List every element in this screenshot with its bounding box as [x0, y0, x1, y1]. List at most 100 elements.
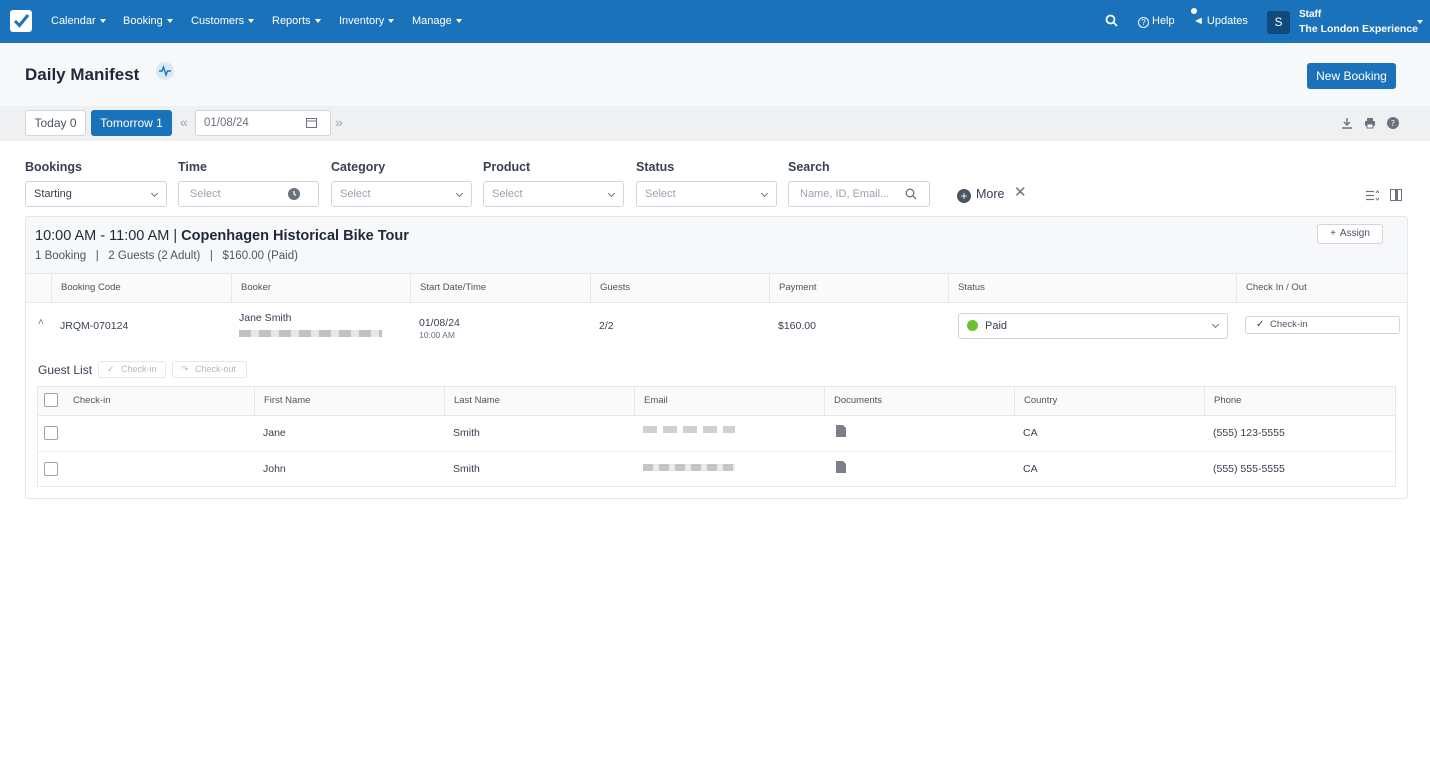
tour-card: 10:00 AM - 11:00 AM | Copenhagen Histori…: [25, 216, 1408, 499]
time-select[interactable]: Select: [178, 181, 319, 207]
top-navbar: Calendar Booking Customers Reports Inven…: [0, 0, 1430, 43]
chevron-double-left-icon[interactable]: «: [180, 114, 188, 130]
assign-button[interactable]: + Assign: [1317, 224, 1383, 244]
calendar-icon[interactable]: [306, 117, 317, 128]
column-header[interactable]: Guests: [590, 274, 769, 302]
country: CA: [1023, 427, 1038, 439]
nav-manage[interactable]: Manage: [412, 15, 462, 27]
more-filters-button[interactable]: + More: [957, 187, 1004, 203]
document-icon[interactable]: [836, 425, 846, 437]
column-header[interactable]: Booking Code: [51, 274, 231, 302]
booker-name[interactable]: Jane Smith: [239, 312, 292, 324]
nav-customers[interactable]: Customers: [191, 15, 255, 27]
table-row[interactable]: John Smith CA (555) 555-5555: [38, 452, 1395, 488]
nav-calendar[interactable]: Calendar: [51, 15, 106, 27]
column-header[interactable]: Country: [1014, 387, 1204, 415]
date-toolbar: Today 0 Tomorrow 1 « 01/08/24 » ?: [0, 106, 1430, 141]
column-header[interactable]: Check-in: [73, 395, 111, 406]
category-select[interactable]: Select: [331, 181, 472, 207]
chevron-down-icon: [607, 189, 616, 198]
collapse-chevron-up-icon[interactable]: ˄: [38, 317, 44, 328]
column-header[interactable]: Status: [948, 274, 1236, 302]
table-row[interactable]: ˄ JRQM-070124 Jane Smith 01/08/24 10:00 …: [26, 303, 1407, 349]
chevron-double-right-icon[interactable]: »: [335, 114, 343, 130]
booking-code[interactable]: JRQM-070124: [60, 320, 129, 332]
column-header[interactable]: Documents: [824, 387, 1014, 415]
start-time: 10:00 AM: [419, 330, 455, 340]
nav-booking[interactable]: Booking: [123, 15, 173, 27]
nav-inventory[interactable]: Inventory: [339, 15, 395, 27]
first-name: John: [263, 463, 286, 475]
share-arrow-icon: ↷: [181, 364, 189, 374]
checkin-button[interactable]: ✓ Check-in: [1245, 316, 1400, 334]
last-name: Smith: [453, 427, 480, 439]
booking-status-select[interactable]: Paid: [958, 313, 1228, 339]
column-header[interactable]: Phone: [1204, 387, 1395, 415]
column-header[interactable]: Booker: [231, 274, 410, 302]
activity-pulse-icon[interactable]: [156, 62, 174, 80]
bookings-table-header: Booking Code Booker Start Date/Time Gues…: [26, 273, 1407, 303]
guest-checkout-button[interactable]: ↷ Check-out: [172, 361, 247, 378]
table-row[interactable]: Jane Smith CA (555) 123-5555: [38, 416, 1395, 452]
column-header[interactable]: Payment: [769, 274, 948, 302]
redacted-booker-contact: [239, 330, 382, 337]
updates-link[interactable]: ◄ Updates: [1193, 15, 1248, 27]
plus-circle-icon: +: [957, 189, 971, 203]
avatar[interactable]: S: [1267, 11, 1290, 34]
date-input[interactable]: 01/08/24: [195, 110, 331, 136]
notification-dot: [1191, 8, 1197, 14]
column-header[interactable]: Start Date/Time: [410, 274, 590, 302]
page-title: Daily Manifest: [25, 65, 140, 84]
new-booking-button[interactable]: New Booking: [1307, 63, 1396, 89]
column-header[interactable]: First Name: [254, 387, 444, 415]
caret-down-icon[interactable]: [1417, 20, 1423, 24]
guest-checkbox[interactable]: [44, 426, 58, 440]
bookings-select[interactable]: Starting: [25, 181, 167, 207]
phone: (555) 123-5555: [1213, 427, 1285, 439]
guest-checkin-button[interactable]: ✓ Check-in: [98, 361, 166, 378]
search-input[interactable]: Name, ID, Email...: [788, 181, 930, 207]
guest-checkbox[interactable]: [44, 462, 58, 476]
tour-summary: 1 Booking | 2 Guests (2 Adult) | $160.00…: [35, 250, 298, 262]
download-icon[interactable]: [1341, 117, 1353, 129]
column-header[interactable]: Email: [634, 387, 824, 415]
product-filter-label: Product: [483, 160, 531, 174]
redacted-email: [643, 426, 735, 433]
clear-filters-close-icon[interactable]: ✕: [1014, 184, 1027, 201]
search-filter-label: Search: [788, 160, 830, 174]
help-link[interactable]: ? Help: [1138, 15, 1175, 28]
user-company[interactable]: The London Experience: [1299, 23, 1419, 35]
print-icon[interactable]: [1364, 117, 1376, 129]
checkmark-logo-icon[interactable]: [10, 10, 32, 32]
search-icon: [905, 188, 917, 200]
status-select[interactable]: Select: [636, 181, 777, 207]
redacted-email: [643, 464, 735, 471]
category-filter-label: Category: [331, 160, 386, 174]
column-settings-icon[interactable]: [1366, 190, 1379, 201]
svg-text:?: ?: [1391, 119, 1395, 128]
product-select[interactable]: Select: [483, 181, 624, 207]
today-button[interactable]: Today 0: [25, 110, 86, 136]
megaphone-icon: ◄: [1193, 15, 1204, 27]
select-all-checkbox[interactable]: [44, 393, 58, 407]
bookings-filter-label: Bookings: [25, 160, 82, 174]
first-name: Jane: [263, 427, 286, 439]
caret-down-icon: [166, 19, 173, 24]
caret-down-icon: [388, 19, 395, 24]
tour-card-header: 10:00 AM - 11:00 AM | Copenhagen Histori…: [26, 217, 1407, 273]
user-role: Staff: [1299, 9, 1322, 20]
nav-reports[interactable]: Reports: [272, 15, 321, 27]
search-icon[interactable]: [1105, 14, 1118, 27]
time-filter-label: Time: [178, 160, 207, 174]
help-circle-icon[interactable]: ?: [1387, 117, 1399, 129]
start-date: 01/08/24: [419, 317, 460, 329]
phone: (555) 555-5555: [1213, 463, 1285, 475]
caret-down-icon: [455, 19, 462, 24]
column-header[interactable]: Check In / Out: [1236, 274, 1407, 302]
column-header[interactable]: Last Name: [444, 387, 634, 415]
tomorrow-button[interactable]: Tomorrow 1: [91, 110, 172, 136]
caret-down-icon: [314, 19, 321, 24]
document-icon[interactable]: [836, 461, 846, 473]
columns-layout-icon[interactable]: [1390, 189, 1402, 201]
tour-title: 10:00 AM - 11:00 AM | Copenhagen Histori…: [35, 228, 409, 244]
